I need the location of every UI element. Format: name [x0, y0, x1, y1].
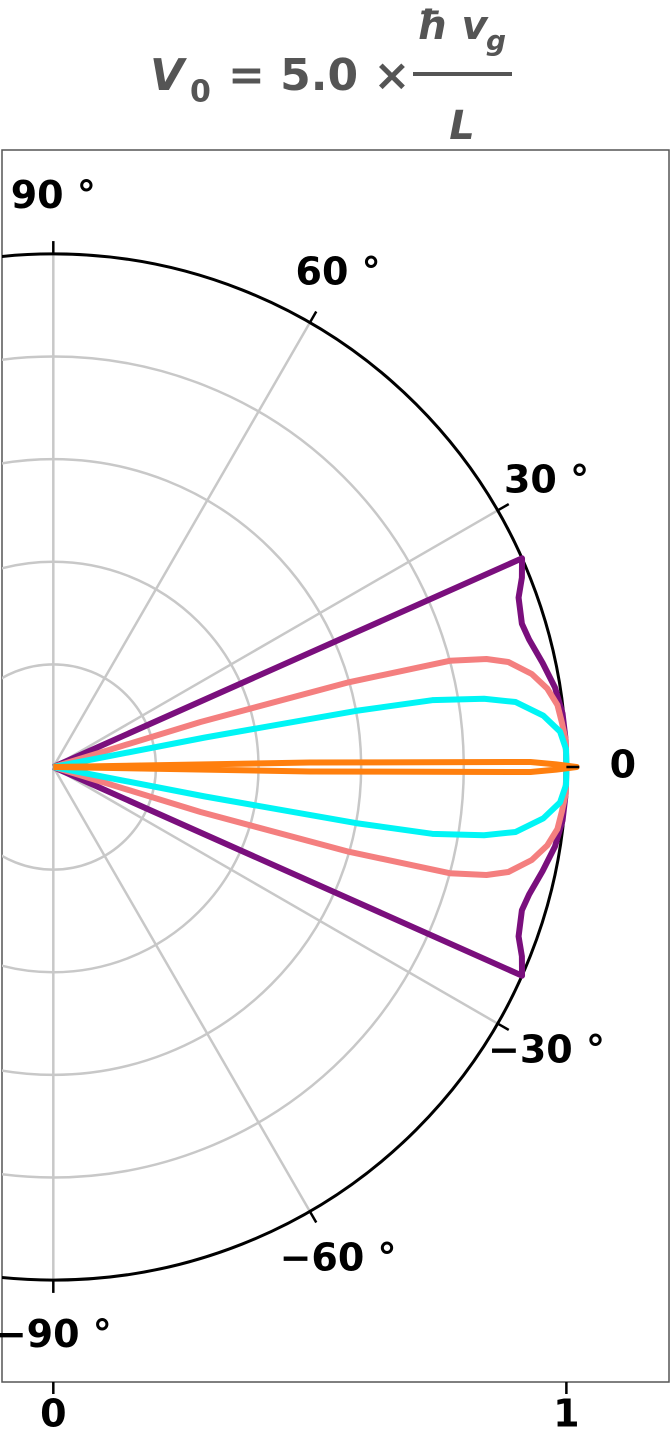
- theta-tick-label: −30 °: [488, 1027, 605, 1071]
- grid-spoke: [52, 509, 499, 769]
- theta-tick-label: 0: [610, 743, 636, 787]
- x-tick-label: 0: [40, 1392, 66, 1436]
- x-tick-label: 1: [553, 1392, 579, 1436]
- title-lhs: V: [150, 50, 187, 101]
- theta-tick-label: 90 °: [11, 173, 96, 217]
- grid-spoke: [52, 322, 311, 768]
- theta-tick: [308, 1210, 318, 1224]
- theta-tick-label: −90 °: [0, 1312, 112, 1356]
- plot-area: [2, 252, 580, 1282]
- theta-tick: [308, 310, 318, 324]
- title-lhs-sub: 0: [190, 75, 211, 110]
- theta-tick-label: −60 °: [280, 1236, 397, 1280]
- theta-tick-label: 60 °: [296, 249, 381, 293]
- series-line: [53, 759, 580, 775]
- theta-tick-label: 30 °: [504, 458, 589, 502]
- title-den: L: [449, 103, 475, 149]
- title-num: ħ v: [416, 3, 490, 49]
- theta-tick: [497, 502, 510, 512]
- title-num-sub: g: [486, 24, 506, 57]
- grid-spoke: [52, 765, 499, 1025]
- plot-frame: [1, 149, 670, 1383]
- theta-tick: [497, 1022, 510, 1032]
- grid-spoke: [52, 766, 311, 1212]
- title-mid: = 5.0 ×: [228, 50, 410, 101]
